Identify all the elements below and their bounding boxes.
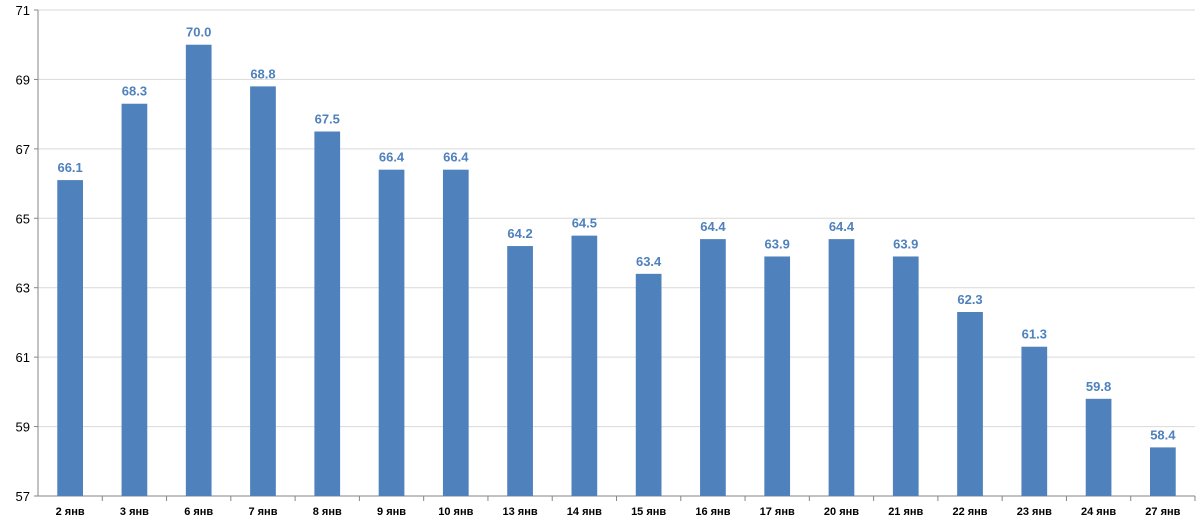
bar — [764, 256, 791, 496]
x-tick-label: 14 янв — [567, 506, 602, 518]
data-labels: 66.1 68.3 70.0 68.8 67.5 66.4 66.4 64.2 64.5 63.4… — [57, 25, 1176, 443]
bar — [700, 239, 726, 496]
x-tick-label: 10 янв — [438, 506, 473, 518]
gridlines — [38, 9, 1195, 428]
data-label: 64.5 — [572, 216, 597, 231]
data-label: 64.2 — [507, 226, 532, 241]
data-label: 70.0 — [186, 25, 211, 40]
bar — [635, 273, 662, 496]
x-tick-label: 3 янв — [120, 506, 149, 518]
x-tick-label: 6 янв — [184, 506, 213, 518]
bar — [507, 246, 533, 496]
bar — [121, 103, 148, 496]
x-tick-label: 17 янв — [760, 506, 795, 518]
x-tick-label: 15 янв — [631, 506, 666, 518]
data-label: 62.3 — [957, 292, 982, 307]
data-label: 66.1 — [57, 160, 82, 175]
x-tick-label: 27 янв — [1145, 506, 1180, 518]
bar — [57, 180, 83, 496]
x-tick-label: 23 янв — [1017, 506, 1052, 518]
data-label: 67.5 — [315, 112, 340, 127]
data-label: 59.8 — [1086, 379, 1111, 394]
bar — [1085, 398, 1112, 496]
bar — [314, 131, 341, 496]
bar — [1150, 447, 1176, 496]
x-tick-label: 13 янв — [503, 506, 538, 518]
bar — [1021, 346, 1048, 496]
bar — [250, 86, 276, 496]
data-label: 61.3 — [1022, 327, 1047, 342]
data-label: 64.4 — [829, 219, 855, 234]
bar — [892, 256, 919, 496]
x-tick-label: 22 янв — [952, 506, 987, 518]
bar — [957, 312, 983, 496]
axes — [34, 9, 1196, 501]
bar — [378, 169, 405, 496]
y-tick-label: 69 — [16, 72, 30, 87]
y-axis-ticks: 57 59 61 63 65 67 69 71 — [16, 3, 30, 504]
y-tick-label: 67 — [16, 142, 30, 157]
x-tick-label: 9 янв — [377, 506, 406, 518]
x-tick-label: 7 янв — [248, 506, 277, 518]
x-tick-label: 21 янв — [888, 506, 923, 518]
x-tick-label: 24 янв — [1081, 506, 1116, 518]
y-tick-label: 65 — [16, 211, 30, 226]
x-tick-label: 8 янв — [313, 506, 342, 518]
data-label: 68.3 — [122, 84, 147, 99]
data-label: 63.9 — [765, 236, 790, 251]
data-label: 63.9 — [893, 236, 918, 251]
bars — [57, 44, 1176, 496]
data-label: 64.4 — [700, 219, 726, 234]
bar — [828, 239, 855, 496]
data-label: 63.4 — [636, 254, 662, 269]
y-tick-label: 57 — [16, 489, 30, 504]
data-label: 58.4 — [1150, 427, 1176, 442]
bar — [442, 169, 469, 496]
bar — [185, 44, 212, 496]
x-tick-label: 2 янв — [56, 506, 85, 518]
y-tick-label: 61 — [16, 350, 30, 365]
bar — [571, 235, 598, 496]
data-label: 66.4 — [379, 150, 405, 165]
x-axis-ticks: 2 янв 3 янв 6 янв 7 янв 8 янв 9 янв 10 янв 13 я… — [56, 506, 1181, 518]
data-label: 68.8 — [250, 66, 275, 81]
y-tick-label: 71 — [16, 3, 30, 18]
y-tick-label: 59 — [16, 420, 30, 435]
y-tick-label: 63 — [16, 281, 30, 296]
data-label: 66.4 — [443, 150, 469, 165]
x-tick-label: 16 янв — [695, 506, 730, 518]
x-tick-label: 20 янв — [824, 506, 859, 518]
